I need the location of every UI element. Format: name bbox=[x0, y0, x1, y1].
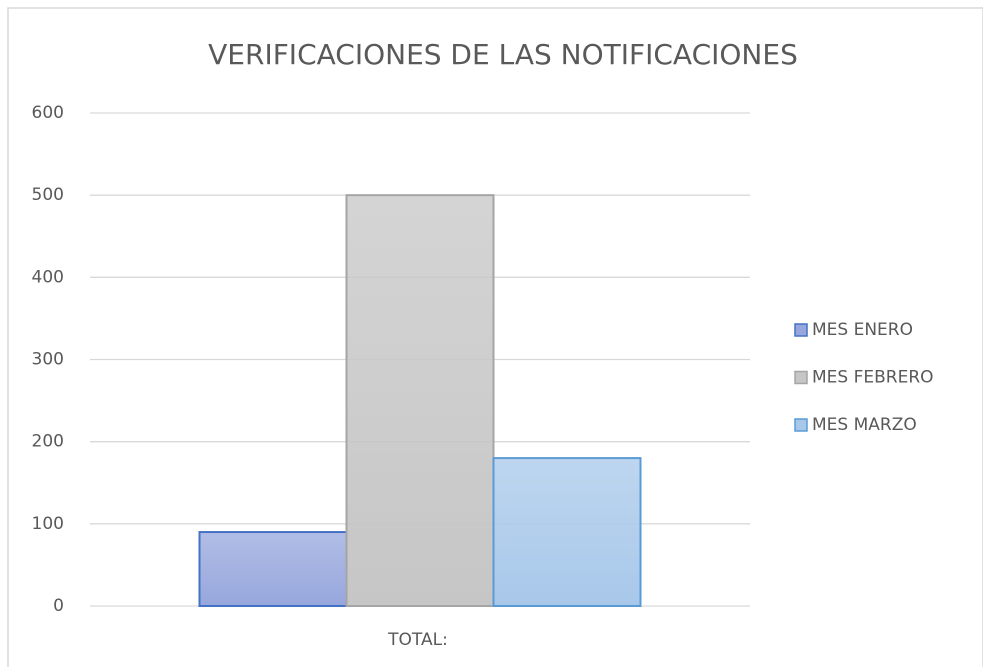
y-tick-label: 400 bbox=[32, 267, 64, 287]
x-tick-label: TOTAL: bbox=[387, 630, 448, 650]
y-tick-label: 500 bbox=[32, 185, 64, 205]
y-tick-label: 300 bbox=[32, 350, 64, 370]
y-tick-label: 0 bbox=[53, 596, 64, 616]
legend-marker bbox=[794, 418, 808, 432]
chart-title: VERIFICACIONES DE LAS NOTIFICACIONES bbox=[208, 38, 798, 71]
y-tick-label: 200 bbox=[32, 432, 64, 452]
legend-label: MES ENERO bbox=[812, 320, 913, 340]
legend-marker bbox=[794, 323, 808, 337]
bar bbox=[492, 457, 642, 607]
y-tick-label: 600 bbox=[32, 103, 64, 123]
y-tick-label: 100 bbox=[32, 514, 64, 534]
legend-label: MES MARZO bbox=[812, 415, 917, 435]
legend-label: MES FEBRERO bbox=[812, 368, 934, 388]
bar bbox=[345, 194, 495, 608]
legend-marker bbox=[794, 370, 808, 385]
bar bbox=[198, 531, 348, 607]
